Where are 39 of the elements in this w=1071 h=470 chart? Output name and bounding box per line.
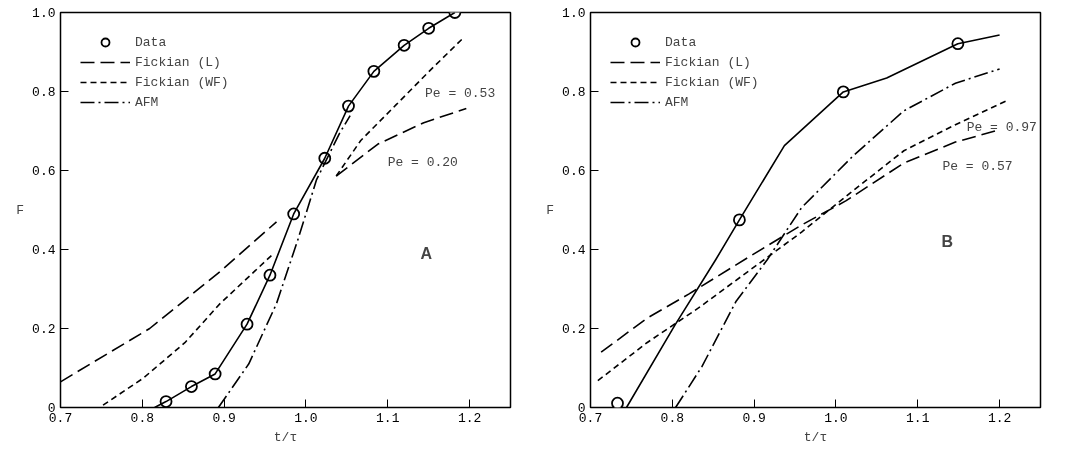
x-tick-label: 0.9 bbox=[742, 410, 766, 426]
y-axis-title: F bbox=[546, 202, 555, 218]
x-axis-title: t/τ bbox=[803, 429, 828, 445]
y-tick-label: 0.4 bbox=[32, 243, 56, 258]
y-tick-label: 0.6 bbox=[562, 164, 586, 179]
y-tick-label: 1.0 bbox=[32, 6, 56, 21]
x-tick-label: 1.1 bbox=[376, 410, 400, 426]
y-tick-label: 0.2 bbox=[32, 322, 56, 337]
legend-label: Fickian (WF) bbox=[665, 74, 759, 90]
legend-label: Fickian (WF) bbox=[135, 74, 229, 90]
x-tick-label: 0.8 bbox=[660, 410, 685, 426]
legend-label: Fickian (L) bbox=[135, 54, 221, 70]
legend-label: Data bbox=[135, 34, 167, 50]
legend-label: Fickian (L) bbox=[665, 54, 751, 70]
point bbox=[611, 396, 624, 408]
annotation: Pe = 0.97 bbox=[966, 119, 1037, 135]
annotation: Pe = 0.20 bbox=[387, 155, 458, 171]
x-tick-label: 0.8 bbox=[130, 410, 155, 426]
annotation: B bbox=[941, 233, 954, 251]
y-tick-label: 0.4 bbox=[562, 243, 586, 258]
legend-label: AFM bbox=[665, 94, 689, 110]
annotation: Pe = 0.53 bbox=[425, 85, 496, 101]
x-tick-label: 1.0 bbox=[294, 410, 318, 426]
x-tick-label: 1.2 bbox=[457, 410, 482, 426]
y-tick-label: 0.8 bbox=[32, 85, 56, 100]
y-tick-label: 0.2 bbox=[562, 322, 586, 337]
legend-label: AFM bbox=[135, 94, 159, 110]
annotation: A bbox=[420, 244, 433, 262]
y-tick-label: 1.0 bbox=[562, 6, 586, 21]
legend-label: Data bbox=[665, 34, 697, 50]
y-axis-title: F bbox=[16, 202, 25, 218]
x-tick-label: 0.9 bbox=[212, 410, 236, 426]
y-tick-label: 0.6 bbox=[32, 164, 56, 179]
annotation: Pe = 0.57 bbox=[942, 159, 1013, 175]
x-axis-title: t/τ bbox=[273, 429, 298, 445]
x-tick-label: 1.0 bbox=[824, 410, 848, 426]
x-tick-label: 1.1 bbox=[906, 410, 930, 426]
y-tick-label: 0.8 bbox=[562, 85, 586, 100]
x-tick-label: 1.2 bbox=[987, 410, 1012, 426]
